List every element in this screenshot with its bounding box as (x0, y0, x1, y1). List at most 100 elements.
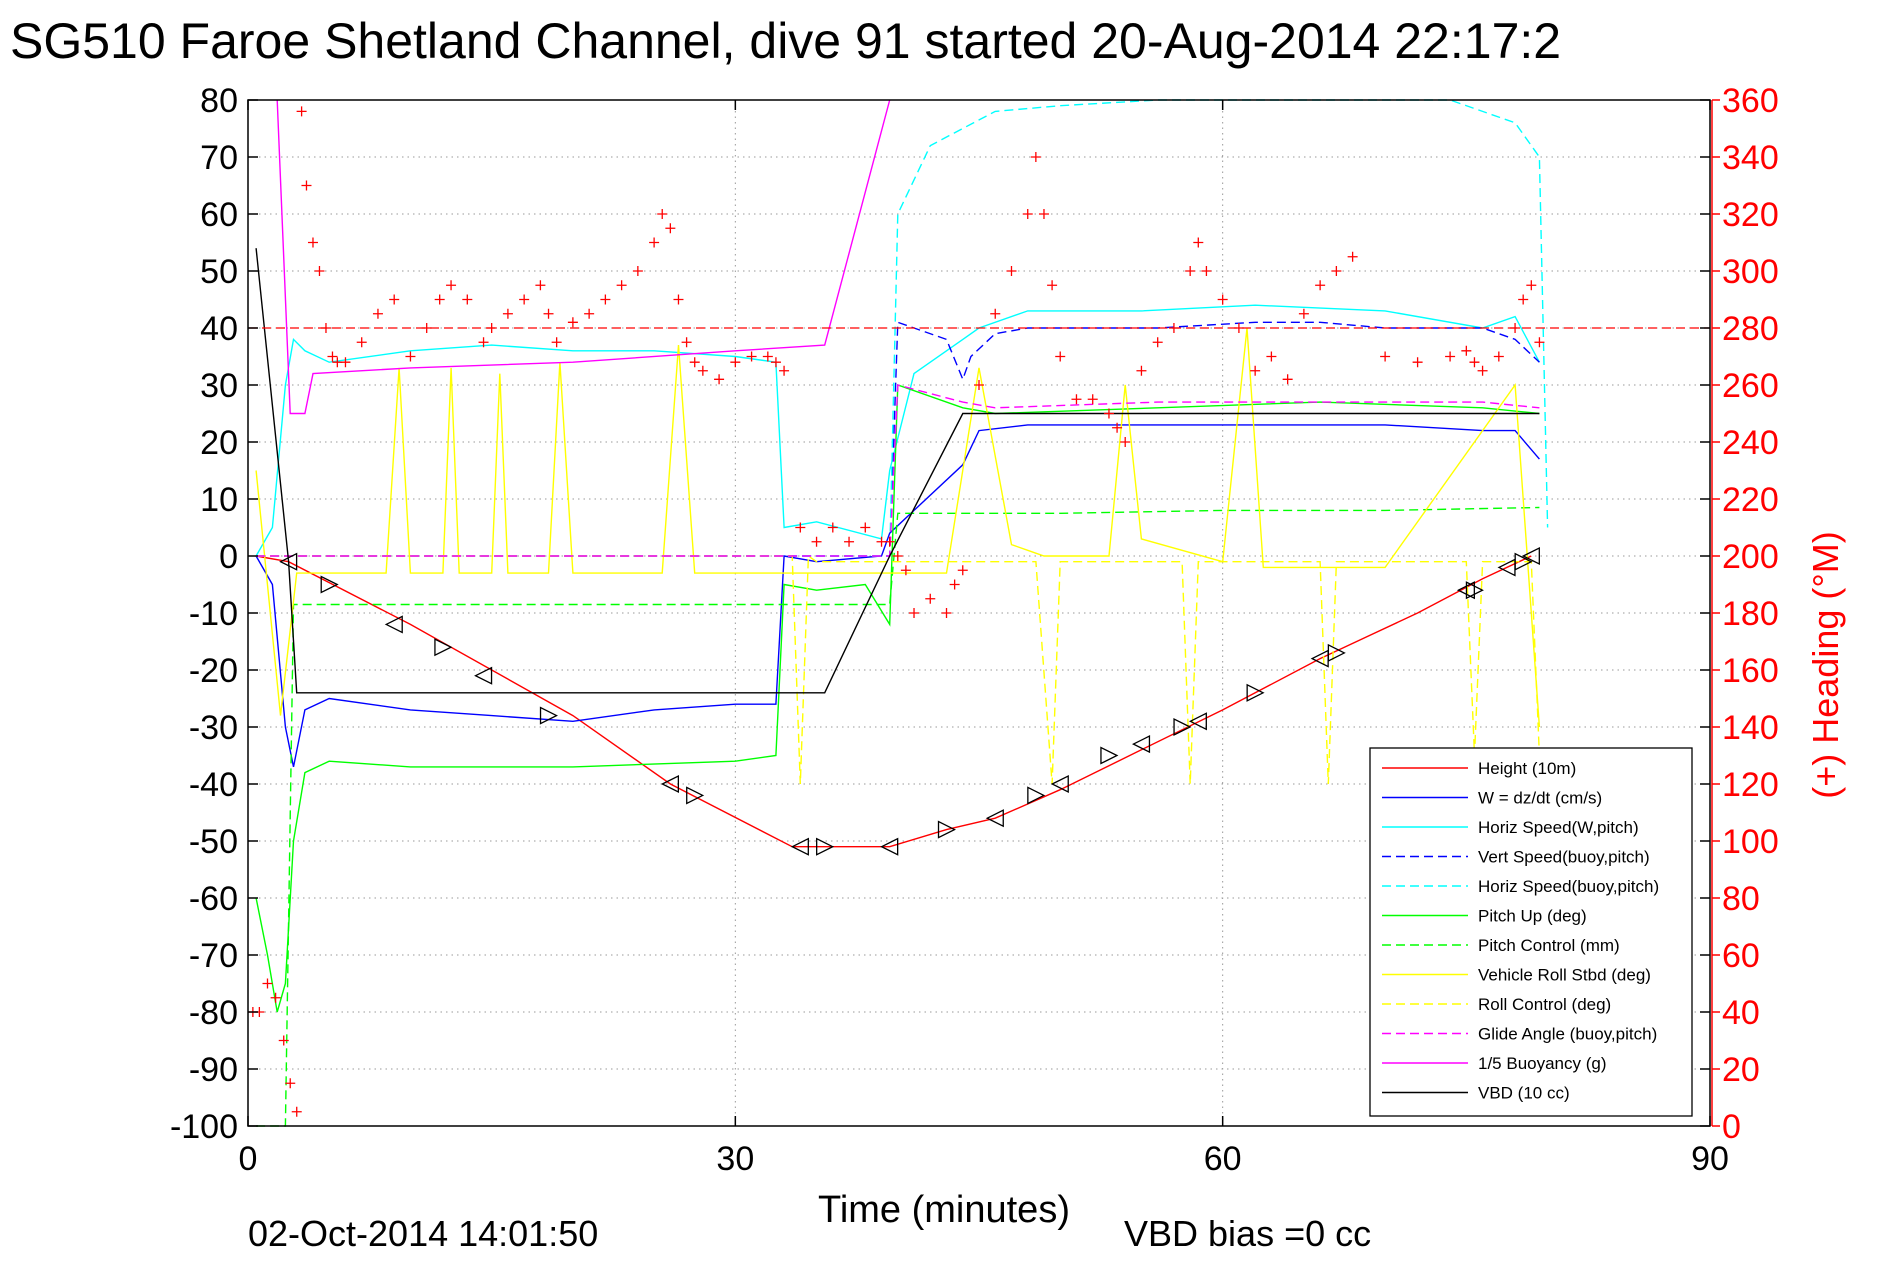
x-tick-label: 30 (716, 1140, 754, 1178)
heading-marker (811, 536, 822, 547)
flight-marker (686, 786, 705, 805)
heading-marker (1071, 394, 1082, 405)
heading-marker (616, 280, 627, 291)
heading-marker (1461, 345, 1472, 356)
heading-marker (844, 536, 855, 547)
y2-tick-label: 40 (1722, 994, 1760, 1032)
chart-title: SG510 Faroe Shetland Channel, dive 91 st… (10, 13, 1561, 69)
x-tick-label: 60 (1204, 1140, 1242, 1178)
heading-marker (600, 294, 611, 305)
heading-marker (1112, 422, 1123, 433)
y-axis-right-label: (+) Heading (°M) (1805, 531, 1846, 798)
flight-marker (1514, 552, 1533, 571)
y-axis-left: 80 70 60 50 40 30 20 10 0 -10 -20 -30 -40 -50 -60 -70 -8… (170, 82, 1710, 1146)
series-line-7 (255, 327, 1541, 728)
legend-label: Vert Speed(buoy,pitch) (1478, 848, 1650, 867)
y-tick-label: 50 (200, 253, 238, 291)
heading-marker (502, 308, 513, 319)
heading-marker (860, 522, 871, 533)
heading-marker (1380, 351, 1391, 362)
heading-marker (1185, 266, 1196, 276)
heading-marker (1087, 394, 1098, 405)
y-tick-label: -30 (189, 709, 238, 747)
heading-marker (770, 357, 781, 368)
y2-tick-label: 200 (1722, 538, 1779, 576)
legend-label: W = dz/dt (cm/s) (1478, 789, 1602, 808)
y2-tick-label: 240 (1722, 424, 1779, 462)
y-tick-label: 70 (200, 139, 238, 177)
heading-marker (1282, 374, 1293, 385)
heading-marker (1250, 365, 1261, 376)
series-line-11 (255, 248, 1540, 694)
heading-marker (535, 280, 546, 291)
heading-marker (657, 209, 668, 219)
flight-marker (1100, 746, 1119, 765)
flight-marker (937, 820, 956, 839)
heading-marker (689, 357, 700, 368)
heading-marker (1266, 351, 1277, 362)
heading-marker (827, 522, 838, 533)
flight-marker (1188, 712, 1207, 731)
flight-marker (816, 837, 835, 856)
heading-marker (957, 565, 968, 576)
y2-tick-label: 360 (1722, 82, 1779, 120)
heading-marker (632, 266, 643, 276)
y-tick-label: -20 (189, 652, 238, 690)
heading-marker (1331, 266, 1342, 276)
heading-marker (1022, 209, 1033, 219)
series-line-10 (276, 99, 891, 415)
heading-marker (446, 280, 457, 291)
legend-label: VBD (10 cc) (1478, 1084, 1570, 1103)
heading-marker (1298, 308, 1309, 319)
heading-marker (356, 337, 367, 348)
flight-marker (660, 774, 680, 794)
heading-marker (1030, 152, 1041, 162)
heading-marker (892, 551, 903, 561)
y-tick-label: -70 (189, 937, 238, 975)
y-tick-label: 20 (200, 424, 238, 462)
heading-marker (291, 1106, 302, 1117)
y2-tick-label: 20 (1722, 1051, 1760, 1089)
heading-marker (1136, 365, 1147, 376)
heading-marker (884, 536, 895, 547)
series-line-6 (256, 506, 1540, 1127)
heading-marker (1038, 209, 1049, 219)
heading-marker (1193, 237, 1204, 248)
heading-marker (543, 308, 554, 319)
heading-marker (1412, 357, 1423, 368)
y-tick-label: -100 (170, 1108, 238, 1146)
heading-marker (1477, 365, 1488, 376)
y2-tick-label: 220 (1722, 481, 1779, 519)
y2-tick-label: 180 (1722, 595, 1779, 633)
heading-marker (1217, 294, 1228, 305)
y-axis-right: 3603403203002802602402202001801601401201… (1711, 82, 1779, 1146)
heading-marker (681, 337, 692, 348)
heading-marker (900, 565, 911, 576)
y-tick-label: -80 (189, 994, 238, 1032)
heading-marker (519, 294, 530, 305)
heading-marker (327, 351, 338, 362)
y-tick-label: 80 (200, 82, 238, 120)
y2-tick-label: 0 (1722, 1108, 1741, 1146)
heading-marker (434, 294, 445, 305)
legend-label: Horiz Speed(buoy,pitch) (1478, 877, 1659, 896)
heading-marker (949, 579, 960, 590)
heading-marker (1047, 280, 1058, 291)
heading-marker (285, 1078, 296, 1089)
flight-marker (880, 837, 899, 856)
y2-tick-label: 280 (1722, 310, 1779, 348)
heading-marker (730, 357, 741, 368)
series-line-0 (255, 555, 1532, 848)
heading-marker (673, 294, 684, 305)
heading-marker (990, 308, 1001, 319)
heading-marker (697, 365, 708, 376)
y2-tick-label: 300 (1722, 253, 1779, 291)
flight-marker (1027, 786, 1046, 805)
y-tick-label: -40 (189, 766, 238, 804)
heading-marker (296, 106, 307, 117)
legend: Height (10m) W = dz/dt (cm/s) Horiz Speed(… (1369, 747, 1693, 1117)
x-axis: 0 30 60 90 (239, 100, 1729, 1178)
heading-marker (714, 374, 725, 385)
flight-marker (1131, 735, 1151, 754)
heading-marker (941, 608, 952, 618)
